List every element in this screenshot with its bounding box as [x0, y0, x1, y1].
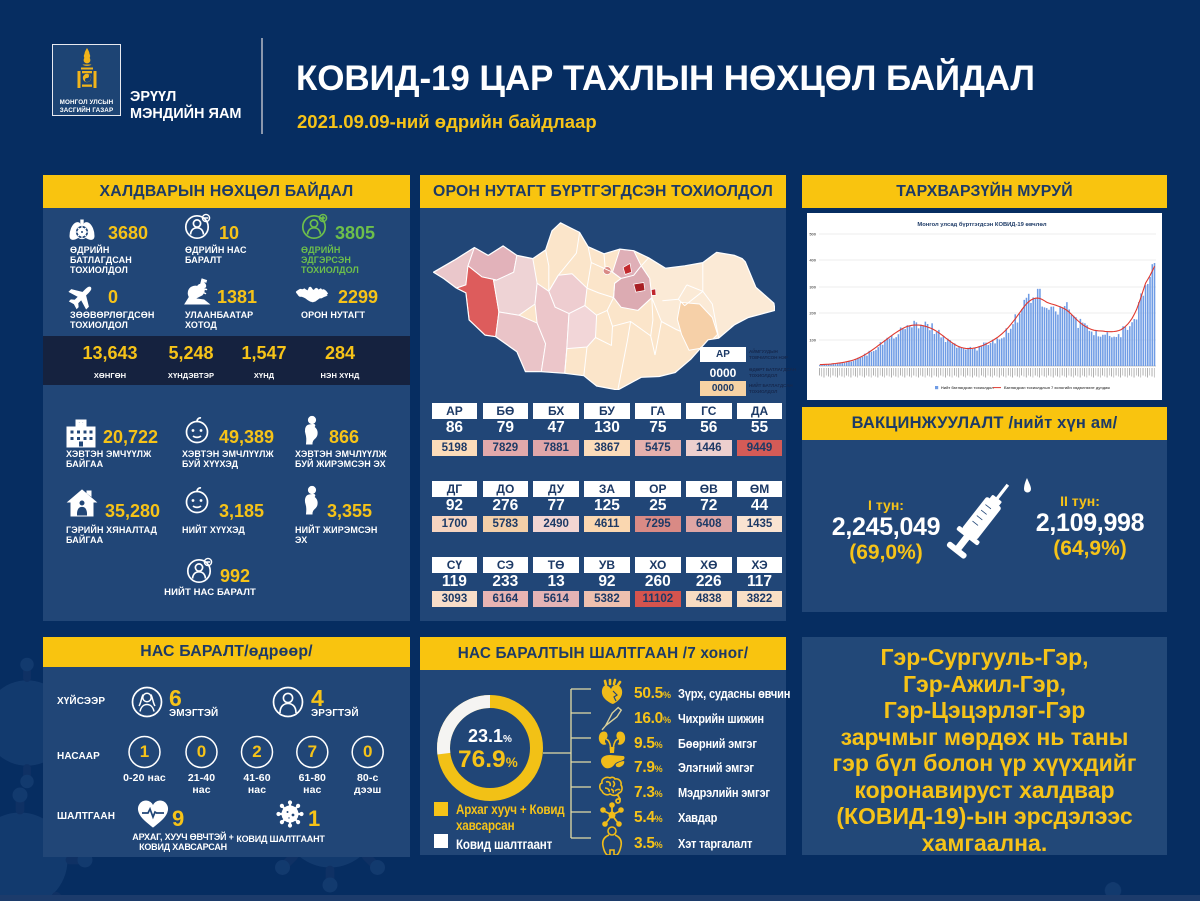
svg-text:Монгол улсад бүртгэгдсэн КОВИД: Монгол улсад бүртгэгдсэн КОВИД-19 өвчлөл	[917, 221, 1047, 228]
svg-text:300: 300	[809, 285, 816, 290]
svg-text:Батлагдсан тохиолдлын 7 хоноги: Батлагдсан тохиолдлын 7 хоногийн хөдөлгө…	[1004, 386, 1110, 390]
svg-text:500: 500	[809, 232, 816, 237]
svg-text:400: 400	[809, 258, 816, 263]
svg-text:200: 200	[809, 311, 816, 316]
svg-text:Нийт батлагдсан тохиолдол: Нийт батлагдсан тохиолдол	[941, 386, 994, 390]
svg-text:100: 100	[809, 338, 816, 343]
